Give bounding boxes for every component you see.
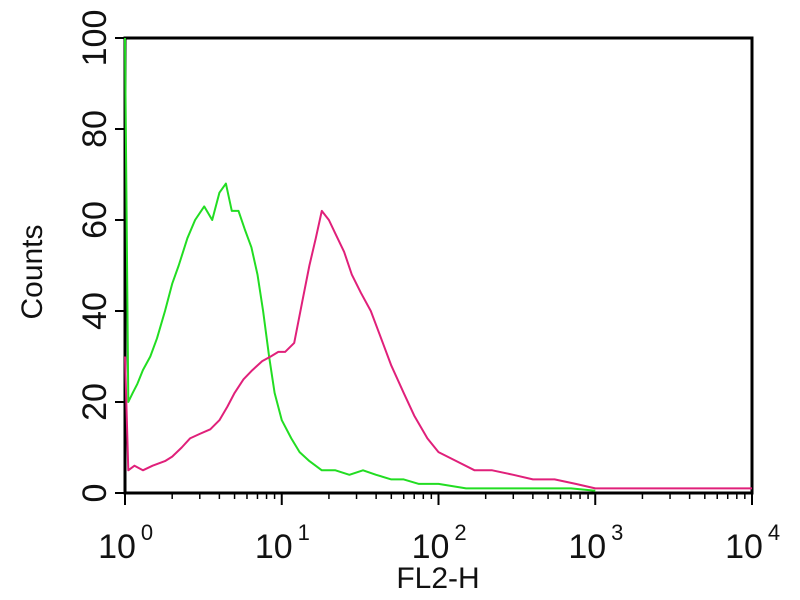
x-tick-exponent: 2: [454, 520, 466, 545]
x-tick-label: 10: [255, 528, 293, 566]
series-layer: [124, 37, 752, 492]
series-line-1: [124, 37, 596, 492]
x-tick-exponent: 1: [298, 520, 310, 545]
y-axis: 0 20 40 60 80 100: [76, 10, 125, 503]
x-tick-exponent: 3: [611, 520, 623, 545]
x-tick-exponent: 4: [768, 520, 780, 545]
x-tick-label: 10: [568, 528, 606, 566]
y-tick-label: 80: [76, 110, 114, 148]
x-axis: 10 0 10 1 10 2 10 3 10 4: [98, 493, 780, 566]
y-axis-title: Counts: [16, 224, 49, 319]
x-axis-title: FL2-H: [396, 562, 479, 595]
x-tick-label: 10: [412, 528, 450, 566]
plot-frame: [123, 36, 754, 495]
y-tick-label: 60: [76, 201, 114, 239]
y-tick-label: 20: [76, 383, 114, 421]
y-tick-label: 0: [76, 484, 114, 503]
x-tick-exponent: 0: [141, 520, 153, 545]
y-tick-label: 100: [76, 10, 114, 67]
x-tick-label: 10: [98, 528, 136, 566]
y-tick-label: 40: [76, 292, 114, 330]
series-line-2: [124, 209, 752, 490]
x-tick-label: 10: [725, 528, 763, 566]
